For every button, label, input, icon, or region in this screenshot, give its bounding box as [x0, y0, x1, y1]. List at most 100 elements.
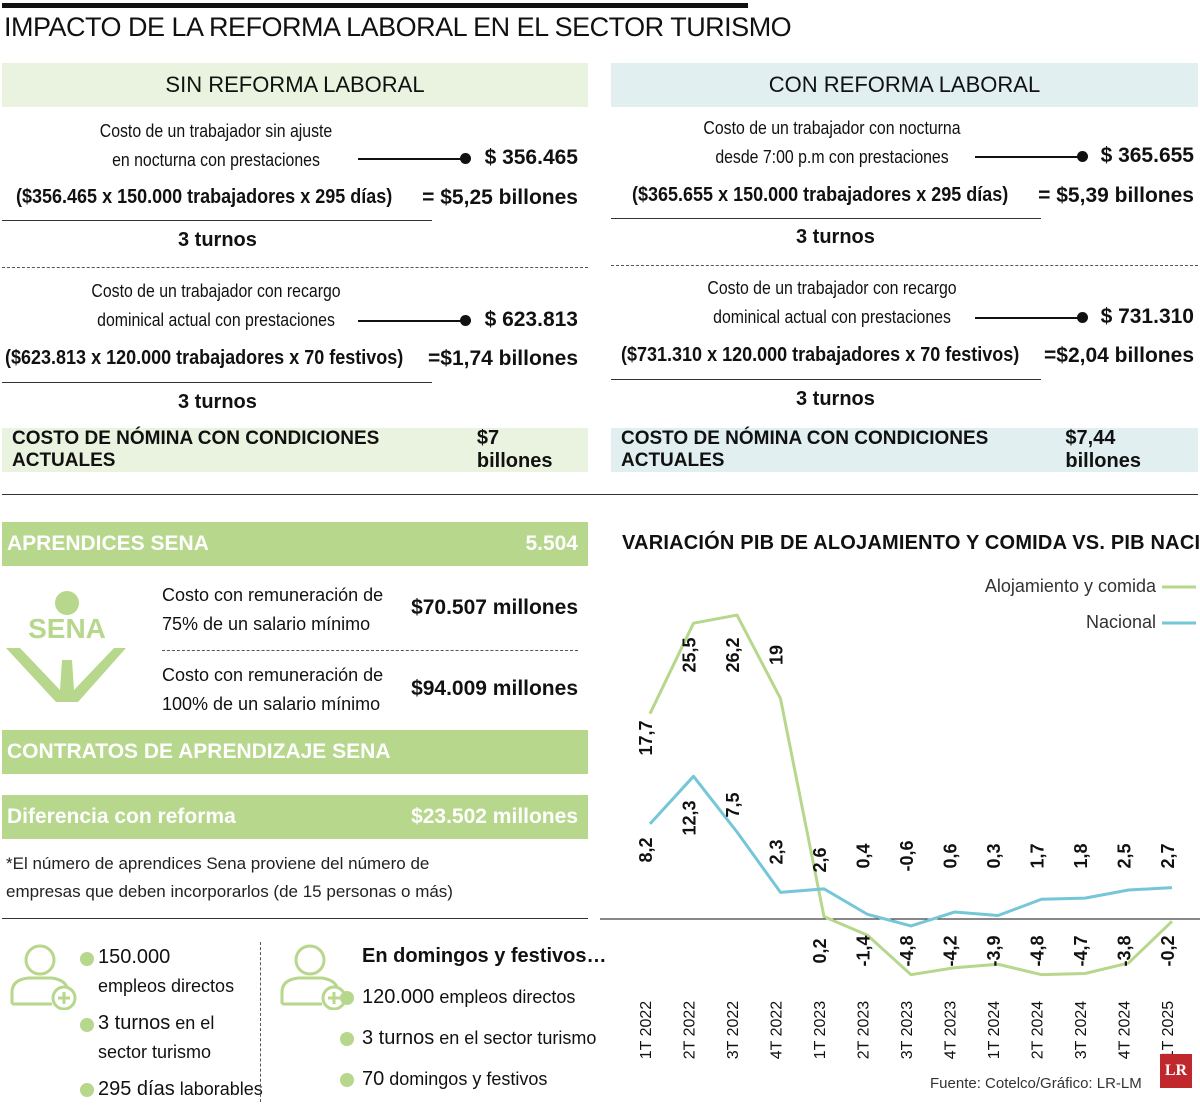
- x-tick-label: 1T 2024: [986, 1001, 1003, 1060]
- left-night-turns: 3 turnos: [178, 229, 257, 251]
- right-sunday-formula: ($731.310 x 120.000 trabajadores x 70 fe…: [621, 344, 1020, 366]
- x-tick-label: 2T 2023: [856, 1001, 873, 1060]
- data-label-nacional: 2,7: [1158, 843, 1178, 868]
- fact-right-heading: En domingos y festivos…: [362, 945, 607, 967]
- fact-right-item1: 120.000 empleos directos: [362, 983, 575, 1012]
- right-sunday-desc-line1: Costo de un trabajador con recargo: [707, 278, 957, 298]
- left-sunday-formula: ($623.813 x 120.000 trabajadores x 70 fe…: [5, 347, 404, 369]
- divider: [611, 379, 1041, 380]
- data-label-alojamiento: -4,7: [1071, 935, 1091, 966]
- right-night-description: Costo de un trabajador con nocturna desd…: [691, 114, 973, 172]
- sena-apprentices-label: APRENDICES SENA: [7, 532, 209, 555]
- data-label-alojamiento: -3,8: [1114, 935, 1134, 966]
- left-total-value: $7 billones: [476, 427, 553, 472]
- bullet-dot: [80, 1018, 94, 1032]
- sena-cost75-description: Costo con remuneración de 75% de un sala…: [162, 581, 383, 639]
- fact-left-item3-text: laborables: [179, 1079, 263, 1099]
- leader-line: [358, 320, 463, 322]
- title-rule: [2, 3, 748, 8]
- gdp-line-chart: 17,7 25,5 26,2 19 0,2 -1,4 -4,8 -4,2 -3,9 -4,8 -4,…: [600, 576, 1200, 1060]
- fact-left-item3: 295 días laborables: [98, 1075, 263, 1104]
- left-night-desc-line1: Costo de un trabajador sin ajuste: [99, 121, 333, 141]
- data-label-alojamiento: -0,2: [1158, 935, 1178, 966]
- data-label-nacional: 12,3: [679, 800, 699, 835]
- fact-left-item3-bold: 295 días: [98, 1078, 175, 1100]
- x-tick-label: 1T 2022: [638, 1001, 655, 1060]
- bullet-dot: [80, 952, 94, 966]
- right-total-value: $7,44 billones: [1065, 427, 1141, 472]
- sena-cost100-value: $94.009 millones: [411, 677, 578, 700]
- sena-cost100-line2: 100% de un salario mínimo: [162, 694, 381, 714]
- left-panel-heading: SIN REFORMA LABORAL: [2, 63, 588, 107]
- right-sunday-description: Costo de un trabajador con recargo domin…: [691, 274, 973, 332]
- left-sunday-cost-value: $ 623.813: [484, 308, 578, 331]
- fact-right-item2-bold: 3 turnos: [362, 1027, 435, 1049]
- left-night-formula: ($356.465 x 150.000 trabajadores x 295 d…: [16, 186, 393, 208]
- fact-left-item1: 150.000 empleos directos: [98, 943, 234, 1001]
- left-night-description: Costo de un trabajador sin ajuste en noc…: [75, 117, 357, 175]
- divider: [611, 218, 1041, 219]
- sena-difference-label: Diferencia con reforma: [7, 805, 236, 828]
- sena-footnote-line2: empresas que deben incorporarlos (de 15 …: [6, 882, 453, 901]
- data-label-alojamiento: 26,2: [723, 637, 743, 672]
- left-sunday-result: =$1,74 billones: [428, 347, 578, 370]
- sena-cost75-line2: 75% de un salario mínimo: [162, 614, 371, 634]
- sena-apprentices-value: 5.504: [525, 532, 578, 555]
- bullet-dot: [340, 1073, 354, 1087]
- left-night-result: = $5,25 billones: [422, 186, 578, 209]
- sena-logo: SENA: [6, 591, 126, 702]
- left-sunday-desc-line2: dominical actual con prestaciones: [97, 310, 335, 330]
- left-sunday-description: Costo de un trabajador con recargo domin…: [75, 277, 357, 335]
- x-tick-label: 4T 2022: [769, 1001, 786, 1060]
- left-sunday-turns: 3 turnos: [178, 391, 257, 413]
- right-night-desc-line2: desde 7:00 p.m con prestaciones: [715, 147, 949, 167]
- sena-contracts-label: CONTRATOS DE APRENDIZAJE SENA: [7, 740, 391, 763]
- dashed-divider: [260, 942, 261, 1102]
- fact-left-item2: 3 turnos en el sector turismo: [98, 1009, 214, 1067]
- sena-cost75-line1: Costo con remuneración de: [162, 585, 384, 605]
- sena-difference-value: $23.502 millones: [411, 805, 578, 828]
- fact-right-item1-bold: 120.000: [362, 986, 435, 1008]
- right-night-turns: 3 turnos: [796, 226, 875, 248]
- x-tick-label: 1T 2023: [812, 1001, 829, 1060]
- data-label-nacional: 8,2: [636, 837, 656, 862]
- sena-logo-text: SENA: [28, 613, 106, 644]
- right-night-cost-value: $ 365.655: [1100, 144, 1194, 167]
- fact-left-item2-text-b: sector turismo: [98, 1042, 212, 1062]
- data-label-nacional: 2,3: [766, 839, 786, 864]
- right-panel-heading: CON REFORMA LABORAL: [611, 63, 1198, 107]
- data-label-nacional: 2,6: [810, 847, 830, 872]
- fact-right-item2: 3 turnos en el sector turismo: [362, 1024, 596, 1053]
- right-heading-text: CON REFORMA LABORAL: [768, 72, 1041, 97]
- fact-left-item1-text: empleos directos: [98, 976, 235, 996]
- x-tick-label: 4T 2024: [1117, 1001, 1134, 1060]
- right-night-desc-line1: Costo de un trabajador con nocturna: [703, 118, 961, 138]
- left-heading-text: SIN REFORMA LABORAL: [165, 72, 425, 97]
- data-label-nacional: 1,8: [1071, 843, 1091, 868]
- legend-label: Nacional: [1086, 612, 1156, 632]
- leader-line: [975, 317, 1080, 319]
- data-label-alojamiento: -4,2: [940, 935, 960, 966]
- x-tick-label: 1T 2025: [1160, 1001, 1177, 1060]
- leader-line: [358, 158, 463, 160]
- divider: [2, 220, 432, 221]
- fact-left-item2-text-a: en el: [175, 1013, 215, 1033]
- data-label-alojamiento: -3,9: [984, 935, 1004, 966]
- left-sunday-desc-line1: Costo de un trabajador con recargo: [91, 281, 341, 301]
- legend-label: Alojamiento y comida: [985, 576, 1157, 596]
- data-label-alojamiento: 17,7: [636, 720, 656, 755]
- left-total-band: COSTO DE NÓMINA CON CONDICIONES ACTUALES…: [2, 427, 588, 472]
- series-line-nacional: [648, 774, 1173, 928]
- leader-dot: [1077, 312, 1088, 323]
- person-add-icon: [280, 944, 347, 1010]
- sena-footnote: *El número de aprendices Sena proviene d…: [6, 850, 453, 906]
- right-sunday-desc-line2: dominical actual con prestaciones: [713, 307, 951, 327]
- right-total-band: COSTO DE NÓMINA CON CONDICIONES ACTUALES…: [611, 427, 1198, 472]
- left-night-desc-line2: en nocturna con prestaciones: [112, 150, 320, 170]
- sena-difference-bar: Diferencia con reforma $23.502 millones: [2, 795, 588, 839]
- leader-line: [975, 156, 1080, 158]
- fact-left-item2-bold: 3 turnos: [98, 1012, 171, 1034]
- x-tick-label: 2T 2022: [682, 1001, 699, 1060]
- leader-dot: [1077, 151, 1088, 162]
- person-add-icon: [10, 944, 77, 1010]
